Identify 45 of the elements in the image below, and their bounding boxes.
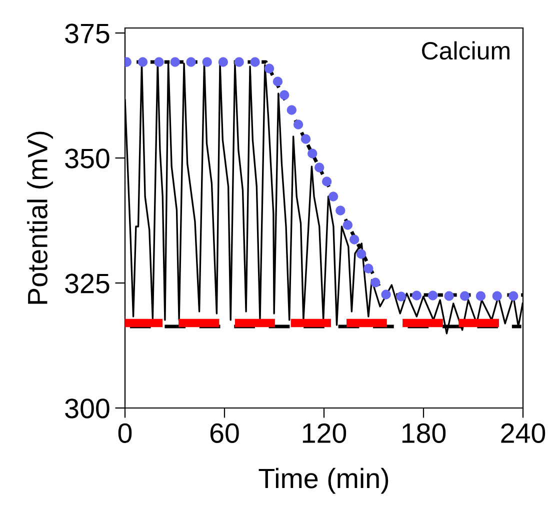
point — [138, 57, 148, 67]
point — [336, 206, 346, 216]
point — [396, 292, 406, 302]
point — [476, 291, 486, 301]
x-tick-label: 0 — [118, 423, 132, 443]
point — [280, 90, 290, 100]
point — [381, 290, 391, 300]
y-axis-title: Potential (mV) — [27, 132, 53, 304]
point — [308, 148, 318, 158]
point — [342, 220, 353, 230]
point — [300, 134, 311, 144]
y-tick-label: 325 — [65, 274, 110, 294]
point — [460, 291, 470, 301]
point — [492, 291, 502, 301]
point — [170, 57, 180, 67]
point — [264, 64, 274, 74]
point — [286, 105, 297, 115]
y-tick-label: 350 — [65, 148, 110, 168]
x-axis-title: Time (min) — [258, 468, 388, 494]
point — [349, 234, 360, 244]
point — [154, 57, 164, 67]
x-tick-label: 60 — [210, 423, 239, 443]
point — [428, 290, 438, 300]
point — [356, 249, 366, 259]
point — [314, 162, 324, 172]
x-tick-label: 180 — [402, 423, 446, 443]
point — [186, 57, 196, 67]
point — [508, 291, 518, 301]
x-tick-label: 240 — [501, 423, 546, 443]
y-tick-label: 300 — [65, 398, 110, 418]
point — [328, 192, 338, 202]
point — [293, 120, 304, 130]
point — [322, 176, 332, 186]
y-tick-label: 375 — [65, 24, 110, 44]
point — [218, 57, 228, 67]
point — [234, 57, 244, 67]
point — [412, 290, 422, 300]
x-tick-label: 120 — [302, 423, 346, 443]
point — [444, 291, 454, 301]
point — [370, 278, 380, 288]
point — [272, 76, 283, 86]
point — [364, 264, 374, 274]
point — [250, 57, 260, 67]
annotation: Calcium — [422, 41, 510, 60]
point — [202, 57, 212, 67]
